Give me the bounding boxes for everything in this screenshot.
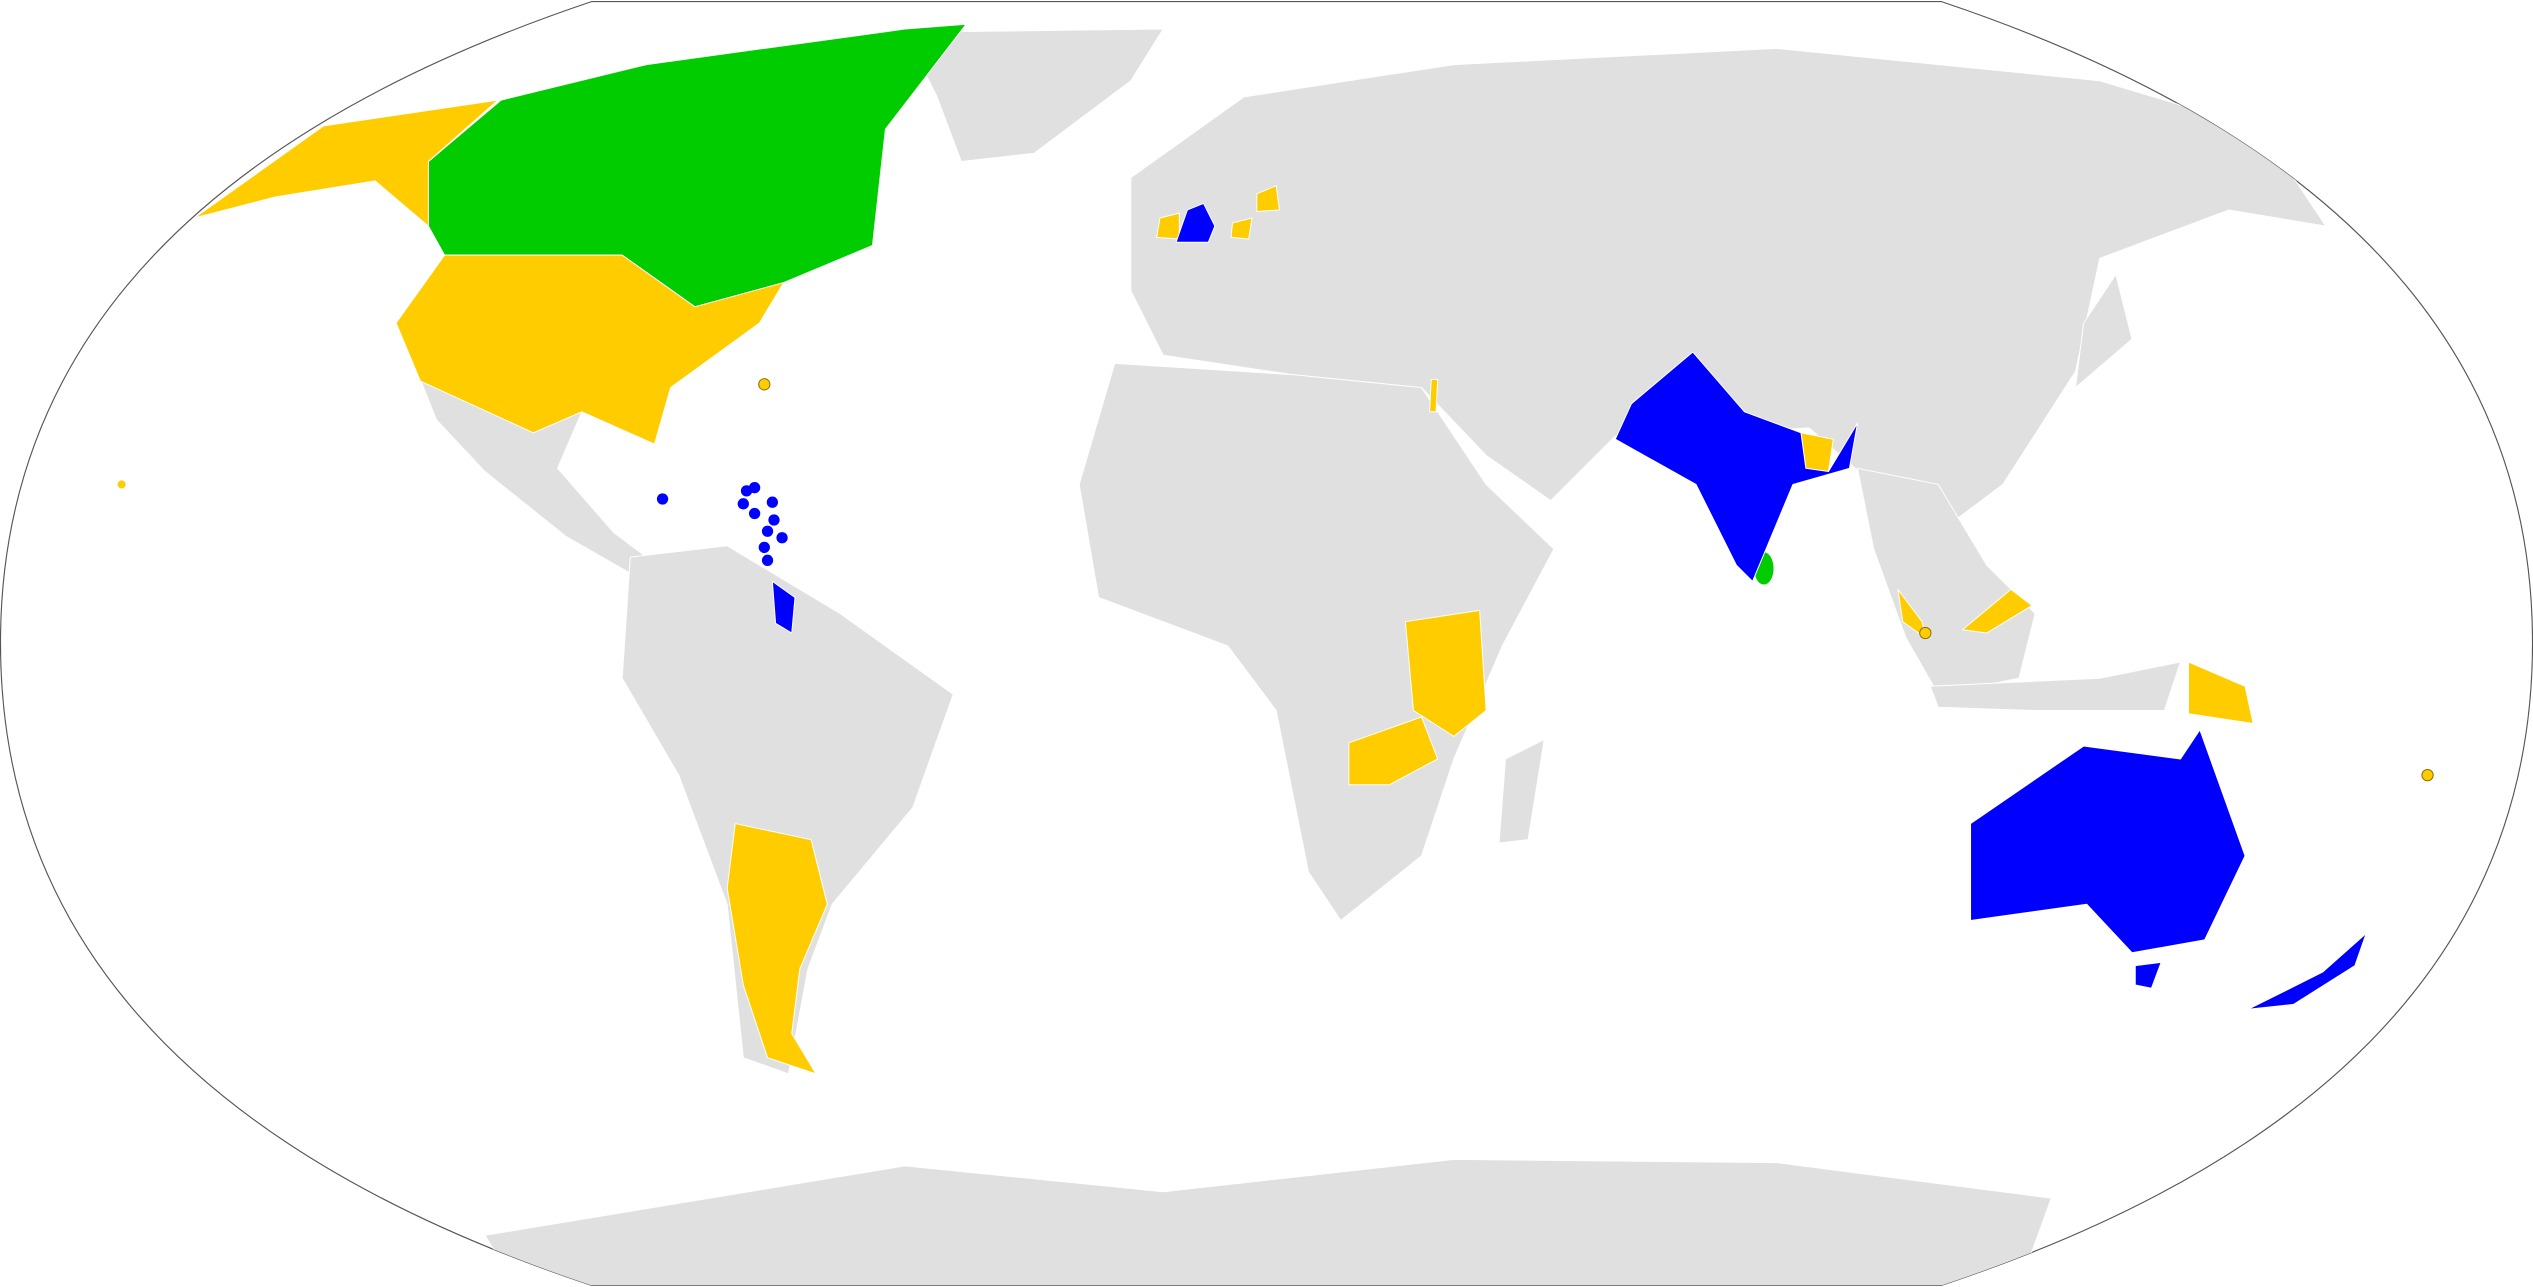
japan: [2075, 274, 2133, 389]
greenland: [904, 28, 1164, 162]
east-africa: [1404, 609, 1487, 737]
caribbean-marker: [758, 541, 770, 554]
africa: [1078, 362, 1555, 921]
singapore-marker: [1919, 626, 1932, 640]
israel: [1429, 378, 1439, 413]
caribbean-marker: [766, 496, 779, 508]
new-zealand: [2247, 932, 2367, 1010]
hawaii: [117, 480, 126, 489]
indonesia: [1929, 661, 2181, 711]
guyana: [771, 580, 796, 634]
alaska: [193, 99, 499, 227]
madagascar: [1498, 739, 1545, 844]
usa: [395, 254, 785, 445]
caribbean-marker: [656, 493, 669, 505]
argentina: [726, 823, 828, 1075]
southeast-asia: [1857, 467, 2036, 695]
antarctica: [484, 1158, 2052, 1286]
caribbean-marker: [776, 532, 788, 544]
malaysia-borneo: [1961, 588, 2033, 634]
caribbean-marker: [768, 514, 780, 526]
caribbean-marker: [748, 482, 761, 494]
caribbean-markers: [656, 482, 788, 566]
australia: [1970, 729, 2246, 954]
caribbean-marker: [737, 498, 749, 510]
papua-new-guinea: [2188, 661, 2254, 724]
caribbean-marker: [761, 554, 774, 566]
united-kingdom: [1175, 202, 1216, 243]
tasmania: [2134, 961, 2162, 989]
denmark: [1256, 185, 1280, 213]
zambia: [1348, 716, 1439, 786]
caribbean-marker: [748, 507, 761, 520]
bermuda-marker: [758, 378, 771, 391]
caribbean-marker: [761, 525, 774, 537]
south-asia: [1614, 351, 1859, 582]
netherlands-belgium: [1230, 217, 1253, 240]
south-america: [621, 545, 954, 1075]
pacific-island-marker: [2421, 768, 2434, 782]
